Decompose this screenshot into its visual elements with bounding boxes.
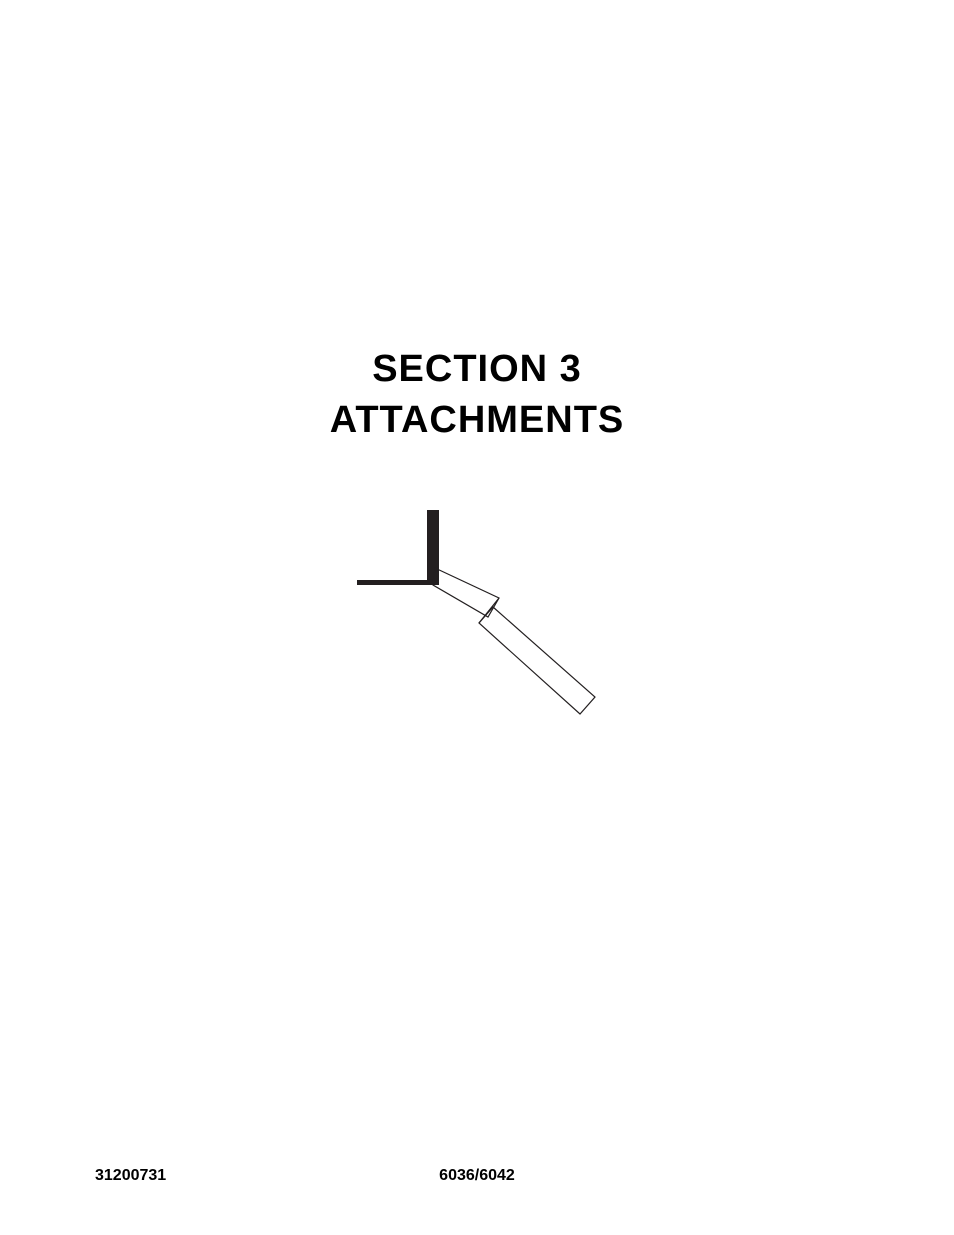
page-container: SECTION 3 ATTACHMENTS 31200731 6036/6042: [0, 0, 954, 1235]
boom-segment-lower: [479, 607, 595, 714]
section-subtitle: ATTACHMENTS: [0, 395, 954, 446]
telehandler-svg: [327, 500, 627, 750]
footer-model-number: 6036/6042: [439, 1167, 515, 1185]
boom-joint-line: [479, 598, 499, 623]
heading-block: SECTION 3 ATTACHMENTS: [0, 344, 954, 447]
section-number-title: SECTION 3: [0, 344, 954, 395]
fork-vertical: [427, 510, 439, 582]
fork-horizontal: [357, 580, 433, 585]
footer-doc-number: 31200731: [95, 1167, 166, 1185]
telehandler-diagram: [327, 500, 627, 750]
